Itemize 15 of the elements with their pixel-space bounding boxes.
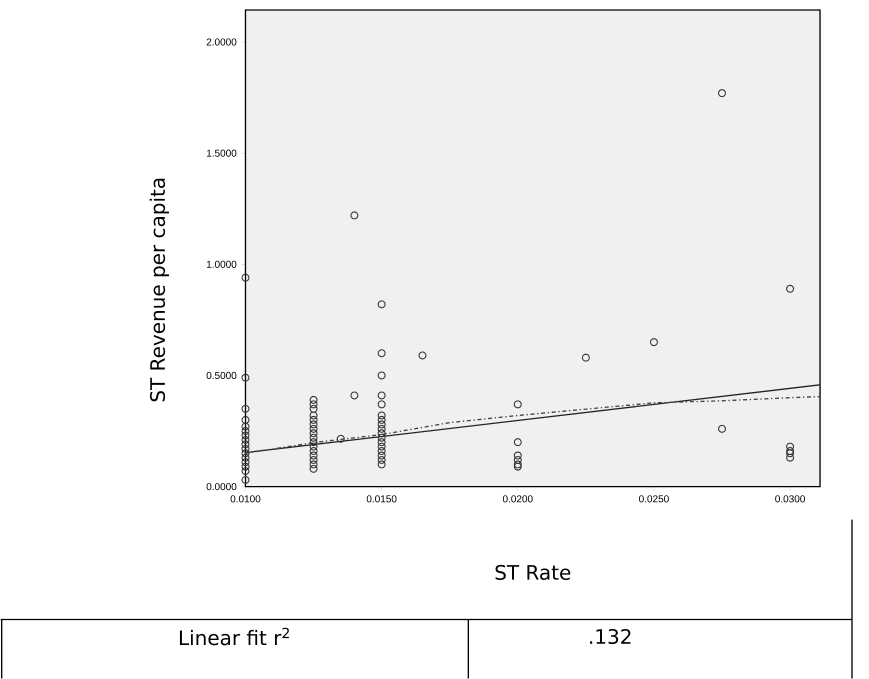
x-tick-label: 0.0150 — [366, 495, 397, 502]
text: Linear fit r$^{2}$ — [180, 628, 289, 646]
x-tick-label: 0.0100 — [230, 495, 260, 502]
y-tick-label: 0.5000 — [206, 372, 236, 379]
text: .132 — [590, 628, 630, 644]
x-tick-label: 0.0300 — [775, 495, 805, 502]
y-tick-label: 1.5000 — [206, 150, 236, 157]
x-axis-title: ST Rate — [496, 564, 570, 580]
y-tick-label: 1.0000 — [206, 260, 236, 268]
y-tick-label: 2.0000 — [206, 38, 236, 46]
y-tick-label: 0.0000 — [206, 483, 236, 490]
x-tick-label: 0.0250 — [639, 495, 669, 502]
line-series — [245, 396, 820, 454]
x-tick-label: 0.0200 — [502, 495, 533, 502]
y-axis-title: ST Revenue per capita — [150, 178, 169, 402]
